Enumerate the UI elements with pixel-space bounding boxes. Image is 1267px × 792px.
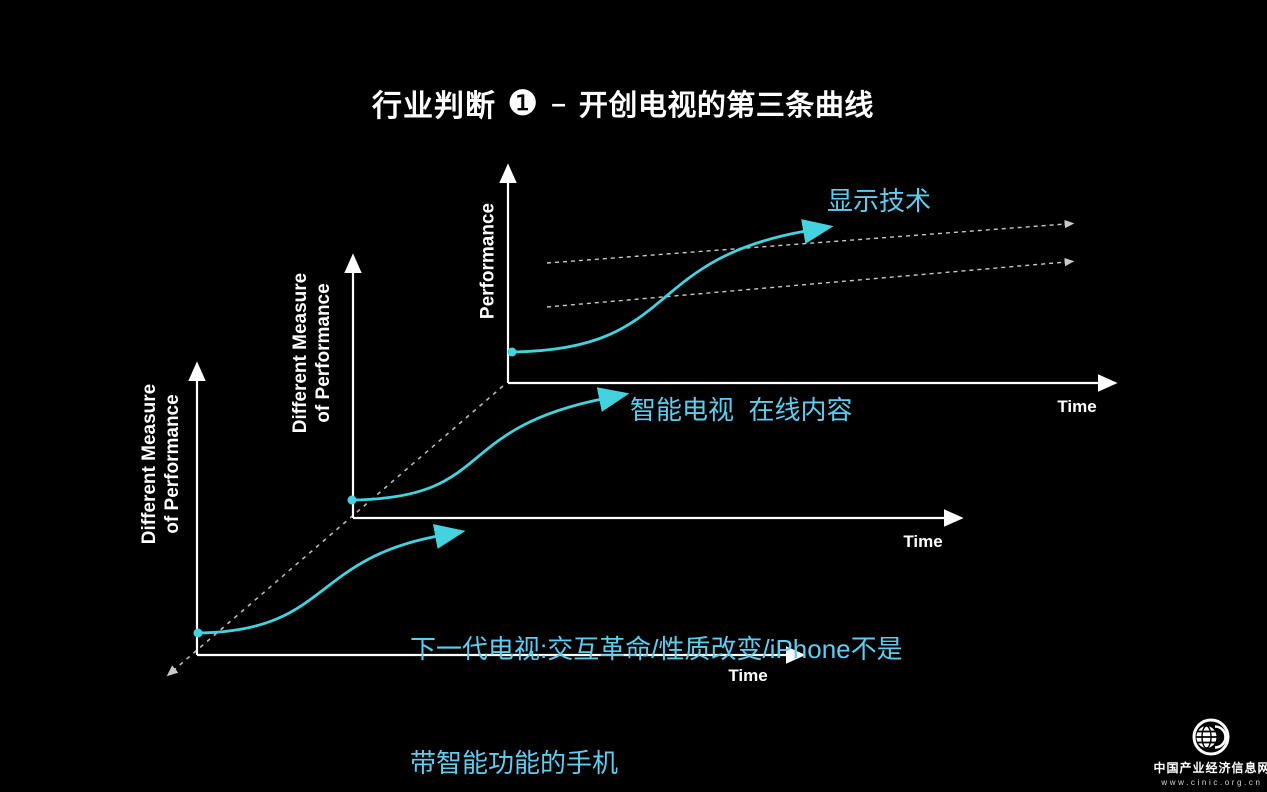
curve-start-dot [193, 628, 203, 638]
s-curve-display-tech [511, 219, 834, 354]
y-label-line1: Different Measure [290, 272, 311, 434]
y-label-line1: Different Measure [139, 383, 160, 545]
s-curve-smart-tv [351, 387, 630, 502]
title-separator: – [551, 87, 566, 118]
footer-logo-text: 中国产业经济信息网 www.cinic.org.cn [1147, 759, 1267, 787]
curve-label-display-tech: 显示技术 [827, 186, 932, 216]
y-label-line2: of Performance [313, 283, 334, 423]
logo-site-name: 中国产业经济信息网 [1153, 761, 1267, 775]
x-axis-label-time-mid: Time [903, 532, 943, 551]
chart-smart-tv [344, 253, 964, 527]
diagonal-dashed-connector [166, 385, 504, 677]
slide-title: 行业判断 ❶ – 开创电视的第三条曲线 [372, 83, 874, 124]
logo-site-url: www.cinic.org.cn [1161, 778, 1263, 787]
curve-label-next-gen-tv: 下一代电视:交互革命/性质改变/iPhone不是 带智能功能的手机 [410, 554, 903, 792]
x-axis-label-time-bottom: Time [728, 666, 768, 685]
y-label-line2: of Performance [162, 394, 183, 534]
y-axis-label-different-measure-mid: Different Measure of Performance [289, 273, 335, 434]
curve-label-line2: 带智能功能的手机 [410, 748, 619, 778]
curve-label-line1: 下一代电视:交互革命/性质改变/iPhone不是 [410, 634, 903, 664]
y-axis-label-performance: Performance [477, 202, 499, 320]
lower-trend-dashed-line [546, 257, 1075, 308]
chart-display-tech [499, 163, 1118, 392]
curve-start-dot [347, 495, 357, 505]
curve-start-dot [507, 347, 517, 357]
x-axis-label-time-top: Time [1057, 397, 1097, 416]
title-emphasis: 开创电视的第三条曲线 [578, 90, 874, 122]
cinic-globe-logo-icon [1192, 718, 1230, 756]
title-prefix: 行业判断 [372, 90, 496, 123]
s-curve-next-gen-tv [197, 524, 466, 635]
upper-trend-dashed-line [546, 219, 1075, 264]
chart-next-gen-tv [188, 361, 806, 664]
y-axis-label-different-measure-bottom: Different Measure of Performance [138, 384, 184, 545]
circled-one-badge-icon: ❶ [507, 83, 539, 123]
curve-label-smart-tv: 智能电视 在线内容 [630, 395, 853, 425]
